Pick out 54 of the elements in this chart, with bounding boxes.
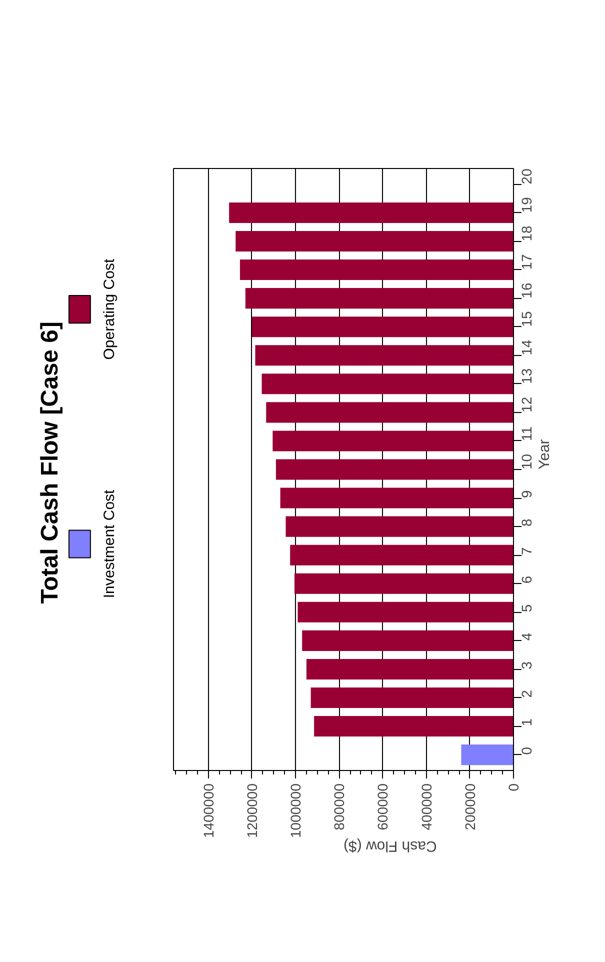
y-tick-label: 19: [518, 196, 534, 213]
y-tick-label: 1: [518, 718, 534, 726]
y-tick-label: 9: [518, 490, 534, 498]
y-tick-label: 18: [518, 225, 534, 242]
y-tick-label: 7: [518, 547, 534, 556]
y-tick-label: 5: [518, 604, 534, 612]
bar: [229, 202, 514, 223]
y-tick-label: 15: [518, 311, 534, 327]
y-tick-label: 0: [518, 746, 534, 755]
x-tick-label: 1200000: [244, 783, 260, 838]
bar: [306, 658, 514, 680]
bar: [255, 345, 514, 366]
y-tick-label: 14: [518, 340, 534, 356]
y-tick-label: 13: [518, 368, 534, 384]
bar: [262, 374, 514, 394]
legend-label: Operating Cost: [100, 258, 118, 360]
y-tick-label: 3: [518, 661, 534, 670]
y-tick-label: 10: [518, 454, 534, 470]
y-tick-label: 20: [518, 168, 534, 184]
legend-label: Investment Cost: [100, 488, 118, 598]
y-tick-label: 6: [518, 576, 534, 584]
y-tick-label: 2: [518, 690, 534, 698]
bar: [461, 744, 514, 766]
x-tick-label: 800000: [331, 783, 348, 830]
bar: [314, 716, 514, 737]
bar: [290, 544, 514, 566]
x-tick-label: 600000: [374, 783, 391, 830]
bar: [280, 488, 514, 508]
bar: [294, 573, 514, 594]
bar: [276, 459, 514, 480]
bar: [272, 430, 514, 452]
x-tick-label: 1000000: [288, 783, 304, 838]
y-axis-title: Year: [536, 439, 553, 470]
bar: [266, 402, 514, 423]
bar: [302, 630, 514, 651]
bar: [245, 288, 514, 309]
bar: [286, 516, 514, 537]
y-tick-label: 11: [518, 426, 534, 441]
x-tick-label: 200000: [462, 783, 478, 830]
x-tick-label: 400000: [418, 783, 434, 830]
bar: [298, 602, 514, 622]
y-tick-label: 16: [518, 282, 534, 298]
y-tick-label: 12: [518, 396, 534, 412]
bar: [236, 230, 514, 252]
bar: [252, 316, 514, 338]
x-tick-label: 0: [506, 783, 522, 792]
bar: [240, 260, 514, 280]
y-tick-label: 8: [518, 518, 534, 527]
text: Total Cash Flow [Case 6]: [36, 321, 64, 604]
x-tick-label: 1400000: [200, 783, 216, 838]
bar: [310, 687, 514, 708]
y-tick-label: 4: [518, 632, 534, 641]
x-axis-title: Cash Flow ($): [343, 838, 437, 855]
y-tick-label: 17: [518, 254, 534, 270]
